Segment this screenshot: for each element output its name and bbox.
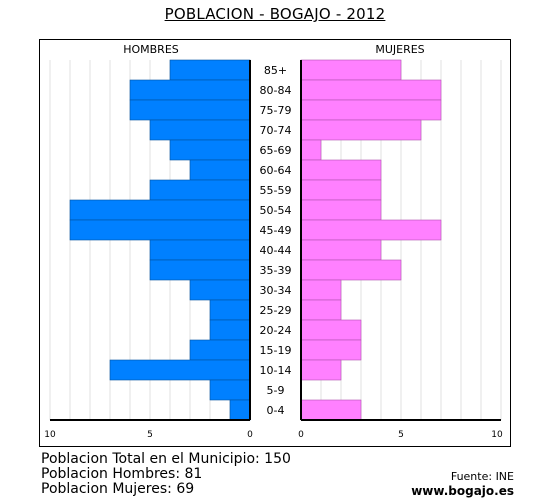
bar-hombres bbox=[229, 399, 251, 421]
bar-hombres bbox=[149, 259, 251, 281]
age-group-label: 0-4 bbox=[267, 404, 285, 417]
age-group-label: 15-19 bbox=[260, 344, 292, 357]
bar-mujeres bbox=[300, 399, 362, 421]
bar-hombres bbox=[129, 79, 251, 101]
age-group-label: 25-29 bbox=[260, 304, 292, 317]
tick-label-male: 0 bbox=[247, 430, 253, 440]
bar-hombres bbox=[189, 279, 251, 301]
bar-mujeres bbox=[300, 239, 382, 261]
age-group-label: 35-39 bbox=[260, 264, 292, 277]
bar-hombres bbox=[149, 179, 251, 201]
bar-hombres bbox=[209, 299, 251, 321]
footer-hombres: Poblacion Hombres: 81 bbox=[41, 466, 203, 482]
age-group-label: 30-34 bbox=[260, 284, 292, 297]
bar-mujeres bbox=[300, 119, 422, 141]
age-group-label: 80-84 bbox=[260, 84, 292, 97]
bar-mujeres bbox=[300, 159, 382, 181]
bar-mujeres bbox=[300, 259, 402, 281]
bar-mujeres bbox=[300, 59, 402, 81]
age-group-label: 85+ bbox=[264, 64, 287, 77]
bar-mujeres bbox=[300, 279, 342, 301]
bar-hombres bbox=[129, 99, 251, 121]
footer-website[interactable]: www.bogajo.es bbox=[411, 484, 514, 498]
bar-mujeres bbox=[300, 99, 442, 121]
age-group-label: 20-24 bbox=[260, 324, 292, 337]
bar-mujeres bbox=[300, 139, 322, 161]
tick-label-female: 5 bbox=[398, 430, 404, 440]
population-pyramid-chart: HOMBRES MUJERES 85+ 80-84 75-79 70-74 65-69 60-… bbox=[44, 43, 503, 440]
tick-label-female: 0 bbox=[298, 430, 304, 440]
bar-hombres bbox=[149, 119, 251, 141]
tick-label-female: 10 bbox=[491, 430, 503, 440]
plot-frame bbox=[39, 39, 511, 447]
bar-hombres bbox=[149, 239, 251, 261]
bar-mujeres bbox=[300, 299, 342, 321]
age-group-label: 60-64 bbox=[260, 164, 292, 177]
chart-title: POBLACION - BOGAJO - 2012 bbox=[164, 5, 386, 23]
bar-hombres bbox=[69, 219, 251, 241]
age-group-label: 55-59 bbox=[260, 184, 292, 197]
tick-label-male: 10 bbox=[44, 430, 56, 440]
bar-hombres bbox=[109, 359, 251, 381]
bar-hombres bbox=[69, 199, 251, 221]
age-group-label: 65-69 bbox=[260, 144, 292, 157]
tick-label-male: 5 bbox=[147, 430, 153, 440]
bar-hombres bbox=[209, 319, 251, 341]
bar-mujeres bbox=[300, 179, 382, 201]
bar-hombres bbox=[189, 339, 251, 361]
bar-mujeres bbox=[300, 219, 442, 241]
age-group-label: 10-14 bbox=[260, 364, 292, 377]
age-group-label: 40-44 bbox=[260, 244, 292, 257]
age-group-label: 5-9 bbox=[267, 384, 285, 397]
footer-total: Poblacion Total en el Municipio: 150 bbox=[41, 451, 291, 467]
age-group-label: 75-79 bbox=[260, 104, 292, 117]
header-mujeres: MUJERES bbox=[375, 43, 424, 56]
bar-mujeres bbox=[300, 79, 442, 101]
bar-mujeres bbox=[300, 319, 362, 341]
bar-hombres bbox=[209, 379, 251, 401]
age-group-label: 45-49 bbox=[260, 224, 292, 237]
footer-mujeres: Poblacion Mujeres: 69 bbox=[41, 481, 195, 497]
header-hombres: HOMBRES bbox=[123, 43, 179, 56]
bar-mujeres bbox=[300, 199, 382, 221]
bar-mujeres bbox=[300, 339, 362, 361]
age-group-label: 70-74 bbox=[260, 124, 292, 137]
footer-source: Fuente: INE bbox=[450, 470, 514, 483]
bar-hombres bbox=[169, 59, 251, 81]
bar-hombres bbox=[189, 159, 251, 181]
bar-mujeres bbox=[300, 359, 342, 381]
bar-hombres bbox=[169, 139, 251, 161]
age-group-label: 50-54 bbox=[260, 204, 292, 217]
